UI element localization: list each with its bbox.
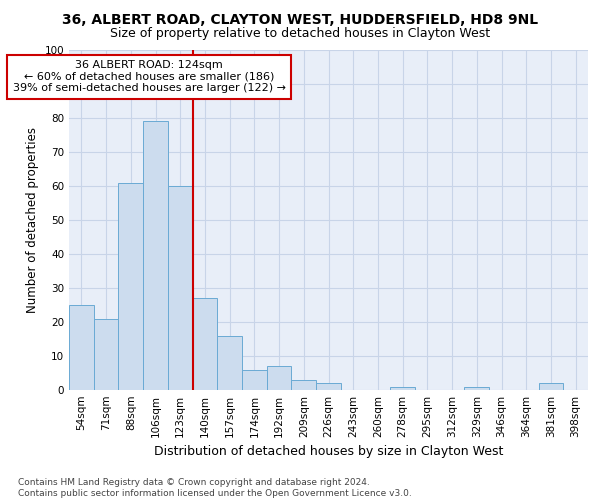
- Text: Contains HM Land Registry data © Crown copyright and database right 2024.
Contai: Contains HM Land Registry data © Crown c…: [18, 478, 412, 498]
- Text: 36 ALBERT ROAD: 124sqm
← 60% of detached houses are smaller (186)
39% of semi-de: 36 ALBERT ROAD: 124sqm ← 60% of detached…: [13, 60, 286, 94]
- Bar: [143, 122, 168, 390]
- Bar: [193, 298, 217, 390]
- X-axis label: Distribution of detached houses by size in Clayton West: Distribution of detached houses by size …: [154, 446, 503, 458]
- Bar: [118, 182, 143, 390]
- Bar: [316, 383, 341, 390]
- Bar: [539, 383, 563, 390]
- Bar: [94, 318, 118, 390]
- Bar: [292, 380, 316, 390]
- Y-axis label: Number of detached properties: Number of detached properties: [26, 127, 39, 313]
- Bar: [267, 366, 292, 390]
- Bar: [242, 370, 267, 390]
- Text: 36, ALBERT ROAD, CLAYTON WEST, HUDDERSFIELD, HD8 9NL: 36, ALBERT ROAD, CLAYTON WEST, HUDDERSFI…: [62, 12, 538, 26]
- Bar: [168, 186, 193, 390]
- Text: Size of property relative to detached houses in Clayton West: Size of property relative to detached ho…: [110, 28, 490, 40]
- Bar: [217, 336, 242, 390]
- Bar: [390, 386, 415, 390]
- Bar: [69, 305, 94, 390]
- Bar: [464, 386, 489, 390]
